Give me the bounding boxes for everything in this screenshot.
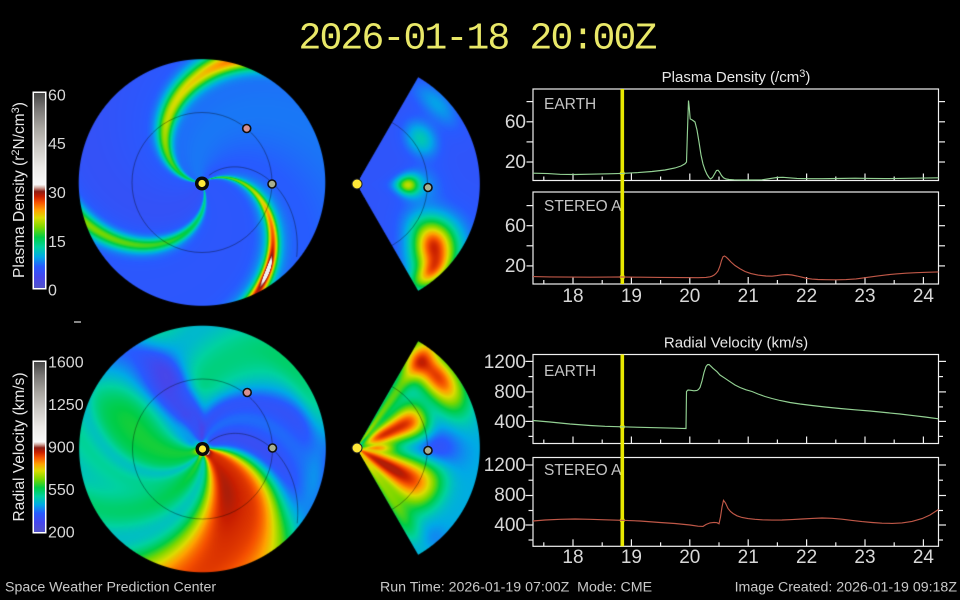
svg-text:22: 22 — [796, 547, 817, 568]
svg-text:900: 900 — [48, 440, 75, 457]
svg-text:45: 45 — [48, 136, 66, 153]
svg-text:800: 800 — [494, 485, 526, 506]
svg-text:Image Created: 2026-01-19 09:1: Image Created: 2026-01-19 09:18Z — [735, 580, 958, 596]
svg-text:STEREO A: STEREO A — [544, 198, 622, 215]
svg-text:Run Time: 2026-01-19 07:00Z M: Run Time: 2026-01-19 07:00Z Mode: CME — [380, 580, 652, 596]
svg-text:Plasma Density (r2N/cm3): Plasma Density (r2N/cm3) — [10, 102, 28, 278]
svg-text:800: 800 — [494, 382, 526, 403]
svg-text:21: 21 — [738, 547, 759, 568]
svg-text:21: 21 — [738, 286, 759, 307]
svg-text:0: 0 — [48, 283, 57, 300]
svg-text:400: 400 — [494, 412, 526, 433]
svg-text:19: 19 — [621, 286, 642, 307]
svg-text:2026-01-18 20:00Z: 2026-01-18 20:00Z — [298, 18, 656, 61]
svg-text:20: 20 — [679, 547, 700, 568]
svg-text:23: 23 — [854, 547, 875, 568]
svg-text:EARTH: EARTH — [544, 363, 596, 380]
svg-text:1200: 1200 — [484, 352, 526, 373]
svg-text:60: 60 — [505, 216, 526, 237]
svg-text:1600: 1600 — [48, 355, 84, 372]
svg-text:Plasma Density (/cm3): Plasma Density (/cm3) — [662, 68, 811, 86]
svg-text:EARTH: EARTH — [544, 96, 596, 113]
svg-text:20: 20 — [679, 286, 700, 307]
svg-text:550: 550 — [48, 482, 75, 499]
svg-text:30: 30 — [48, 185, 66, 202]
svg-text:15: 15 — [48, 234, 66, 251]
svg-text:200: 200 — [48, 525, 75, 542]
svg-text:18: 18 — [562, 547, 583, 568]
svg-text:400: 400 — [494, 515, 526, 536]
svg-text:Space Weather Prediction Cente: Space Weather Prediction Center — [5, 580, 216, 596]
svg-text:20: 20 — [505, 256, 526, 277]
svg-text:19: 19 — [621, 547, 642, 568]
svg-text:1250: 1250 — [48, 397, 84, 414]
svg-text:60: 60 — [48, 88, 66, 105]
svg-text:Radial Velocity (km/s): Radial Velocity (km/s) — [11, 372, 28, 521]
svg-text:24: 24 — [913, 547, 935, 568]
svg-text:Radial Velocity (km/s): Radial Velocity (km/s) — [664, 335, 808, 352]
svg-text:24: 24 — [913, 286, 935, 307]
svg-text:23: 23 — [854, 286, 875, 307]
svg-text:1200: 1200 — [484, 455, 526, 476]
svg-text:60: 60 — [505, 112, 526, 133]
svg-text:22: 22 — [796, 286, 817, 307]
svg-text:STEREO A: STEREO A — [544, 462, 622, 479]
svg-text:18: 18 — [562, 286, 583, 307]
svg-text:20: 20 — [505, 152, 526, 173]
